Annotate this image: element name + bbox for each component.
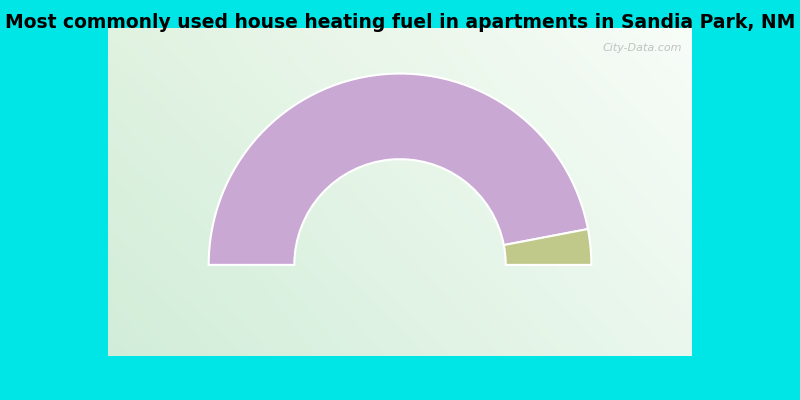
- Text: Most commonly used house heating fuel in apartments in Sandia Park, NM: Most commonly used house heating fuel in…: [5, 12, 795, 32]
- Text: City-Data.com: City-Data.com: [603, 42, 682, 52]
- Wedge shape: [209, 74, 588, 265]
- Wedge shape: [504, 229, 591, 265]
